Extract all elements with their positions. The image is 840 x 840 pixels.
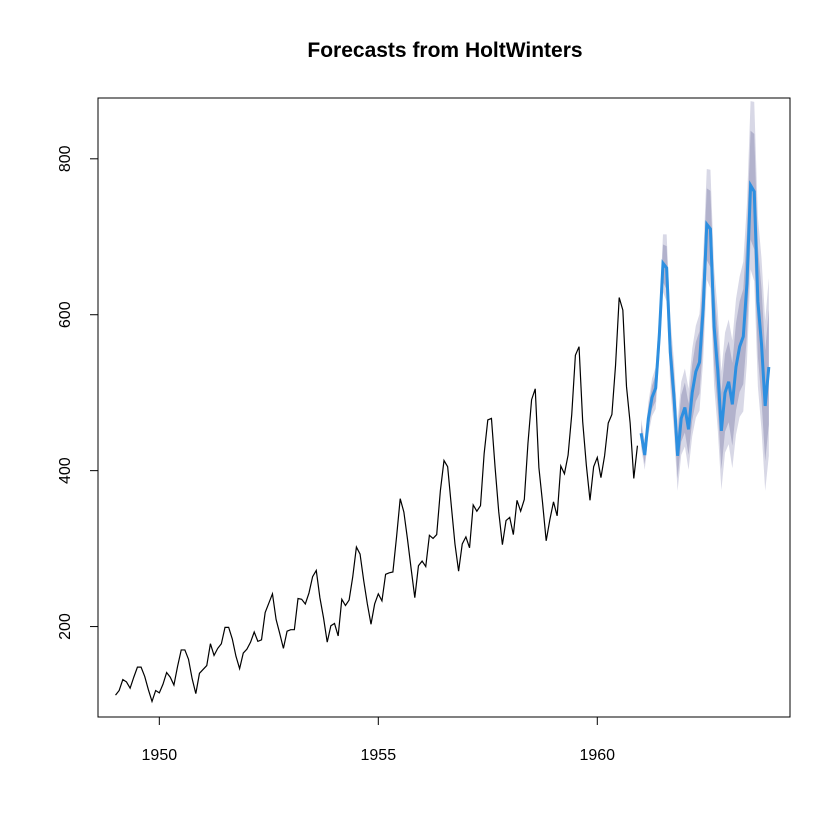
y-tick-label: 200 bbox=[57, 613, 74, 640]
x-tick-label: 1955 bbox=[361, 747, 397, 764]
y-tick-label: 800 bbox=[57, 145, 74, 172]
forecast-mean-line bbox=[639, 180, 771, 456]
history-series-line bbox=[115, 297, 639, 704]
x-axis: 1950 1955 1960 bbox=[142, 716, 615, 764]
x-tick-label: 1950 bbox=[142, 747, 178, 764]
chart-title: Forecasts from HoltWinters bbox=[307, 39, 582, 62]
y-tick-label: 600 bbox=[57, 301, 74, 328]
x-tick-label: 1960 bbox=[579, 747, 615, 764]
y-tick-label: 400 bbox=[57, 457, 74, 484]
y-axis: 200 400 600 800 bbox=[57, 145, 99, 640]
